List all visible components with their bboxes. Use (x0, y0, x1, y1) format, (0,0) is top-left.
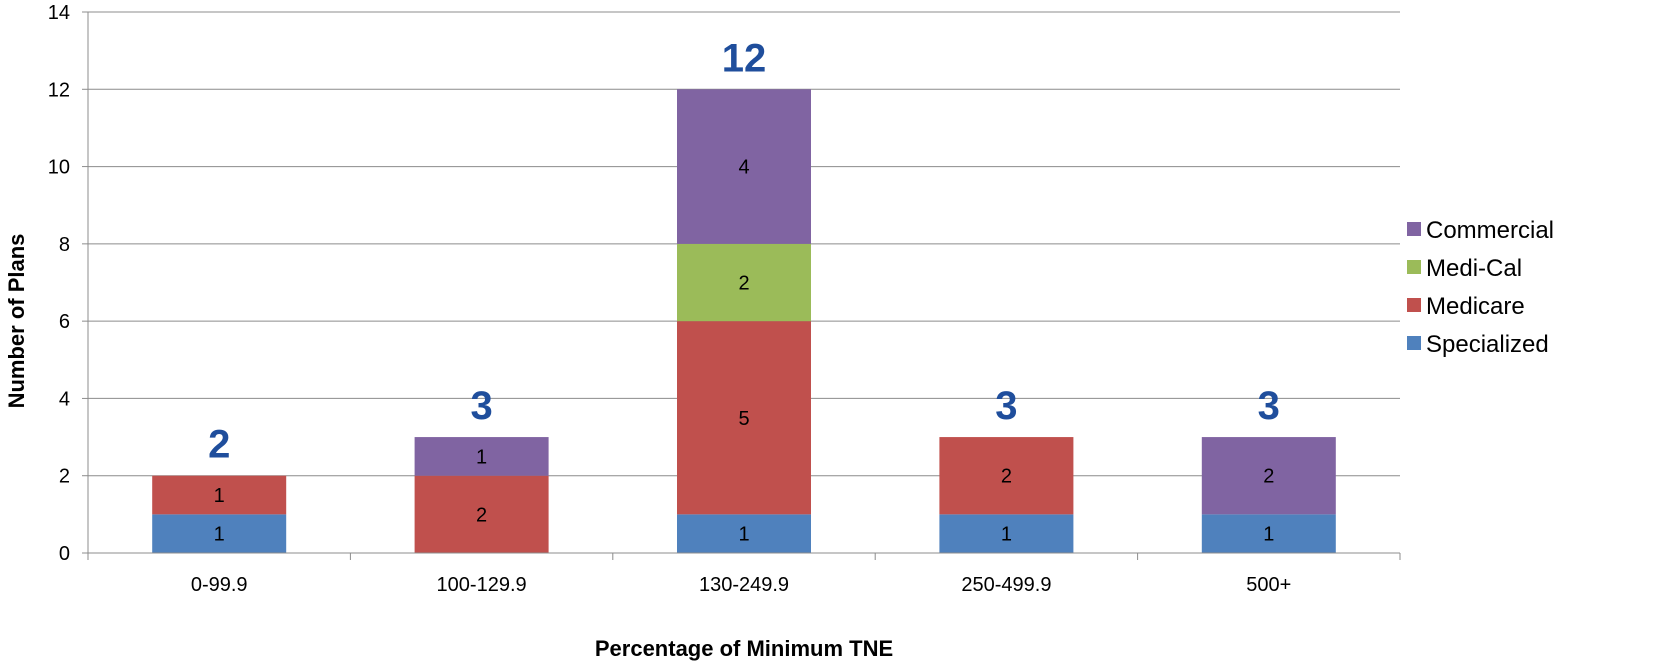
segment-value-label: 1 (1001, 524, 1012, 546)
x-tick-label: 500+ (1246, 574, 1291, 596)
bar-segment-commercial (414, 437, 549, 476)
bar-segment-commercial (1201, 437, 1336, 515)
legend-label: Medi-Cal (1426, 255, 1522, 282)
bar-total-label: 3 (1258, 384, 1280, 428)
y-tick-label: 12 (48, 79, 70, 101)
segment-value-label: 2 (476, 504, 487, 526)
axes (82, 11, 1401, 560)
legend: Commercial Medi-Cal Medicare Specialized (1407, 217, 1554, 358)
segment-value-label: 2 (1001, 466, 1012, 488)
bar-segment-medicare (152, 475, 287, 515)
x-tick-label: 130-249.9 (699, 574, 789, 596)
y-tick-label: 10 (48, 157, 70, 179)
x-tick-label: 0-99.9 (191, 574, 248, 596)
segment-value-label: 5 (738, 408, 749, 430)
y-tick-label: 8 (59, 234, 70, 256)
bar-segment-specialized (939, 514, 1074, 553)
x-tick-label: 100-129.9 (437, 574, 527, 596)
y-tick-label: 14 (48, 2, 70, 24)
bars (152, 89, 1336, 553)
bar-segment-medicare (414, 475, 549, 553)
bar-total-label: 12 (722, 36, 767, 80)
legend-label: Commercial (1426, 217, 1554, 244)
segment-value-label: 1 (476, 446, 487, 468)
bar-segment-medicare (677, 321, 811, 515)
y-tick-label: 6 (59, 311, 70, 333)
legend-swatch (1407, 260, 1421, 274)
bar-total-label: 3 (470, 384, 492, 428)
segment-value-label: 1 (214, 485, 225, 507)
legend-swatch (1407, 222, 1421, 236)
legend-label: Specialized (1426, 331, 1549, 358)
legend-swatch (1407, 336, 1421, 350)
segment-value-label: 2 (738, 273, 749, 295)
y-tick-label: 2 (59, 466, 70, 488)
segment-value-label: 1 (1263, 524, 1274, 546)
y-tick-label: 0 (59, 543, 70, 565)
segment-value-label: 4 (738, 157, 749, 179)
legend-label: Medicare (1426, 293, 1525, 320)
bar-segment-specialized (677, 514, 811, 553)
bar-segment-medicare (939, 437, 1074, 515)
bar-total-label: 2 (208, 423, 230, 467)
bar-segment-medi-cal (677, 243, 811, 322)
segment-value-label: 1 (214, 524, 225, 546)
x-axis-title: Percentage of Minimum TNE (595, 636, 893, 661)
x-tick-label: 250-499.9 (961, 574, 1051, 596)
segment-value-label: 1 (738, 524, 749, 546)
legend-swatch (1407, 298, 1421, 312)
bar-segment-specialized (152, 514, 287, 553)
segment-value-label: 2 (1263, 466, 1274, 488)
bar-segment-specialized (1201, 514, 1336, 553)
bar-segment-commercial (677, 89, 811, 244)
bar-total-label: 3 (995, 384, 1017, 428)
y-axis-title: Number of Plans (4, 234, 29, 409)
y-tick-label: 4 (59, 388, 70, 410)
